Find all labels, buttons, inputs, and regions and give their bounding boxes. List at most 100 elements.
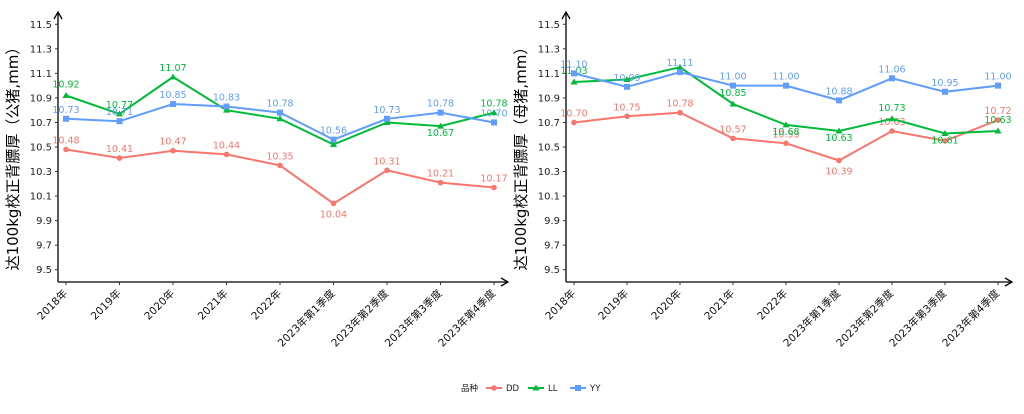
- y-tick-label: 9.9: [544, 216, 560, 227]
- data-label-YY: 11.00: [984, 72, 1011, 83]
- data-label-DD: 10.70: [560, 108, 587, 119]
- data-label-YY: 10.83: [213, 93, 240, 104]
- data-label-LL: 10.67: [427, 128, 454, 139]
- data-label-YY: 10.73: [373, 105, 400, 116]
- data-label-YY: 11.00: [719, 72, 746, 83]
- x-tick-label: 2023年第4季度: [436, 287, 499, 350]
- data-label-DD: 10.47: [159, 137, 186, 148]
- data-point-LL: [623, 76, 631, 82]
- data-point-YY: [783, 82, 789, 89]
- x-tick-label: 2021年: [702, 287, 738, 323]
- x-tick-label: 2019年: [596, 287, 632, 323]
- data-label-YY: 11.11: [666, 58, 693, 69]
- data-label-YY: 10.99: [613, 73, 640, 84]
- x-tick-label: 2019年: [88, 287, 124, 323]
- data-label-YY: 10.71: [106, 107, 133, 118]
- x-tick-label: 2018年: [543, 287, 579, 323]
- legend-title: 品种: [461, 383, 478, 394]
- data-label-LL: 10.73: [878, 103, 905, 114]
- data-point-DD: [491, 184, 497, 191]
- data-point-DD: [116, 155, 123, 161]
- data-point-LL: [994, 127, 1002, 134]
- data-point-LL: [223, 106, 230, 113]
- data-point-YY: [995, 82, 1001, 89]
- data-point-DD: [995, 117, 1001, 123]
- data-point-LL: [729, 100, 737, 107]
- y-tick-label: 11.5: [30, 20, 52, 31]
- data-point-DD: [223, 151, 230, 158]
- data-label-DD: 10.41: [106, 144, 133, 155]
- data-label-DD: 10.75: [613, 102, 640, 113]
- y-tick-label: 10.3: [538, 167, 560, 178]
- legend-marker-YY: [575, 385, 581, 391]
- legend-marker-LL: [532, 384, 540, 391]
- data-label-DD: 10.57: [719, 124, 746, 135]
- data-label-DD: 10.53: [772, 129, 799, 140]
- data-point-DD: [624, 113, 630, 120]
- data-label-DD: 10.17: [480, 174, 507, 185]
- y-tick-label: 9.7: [36, 241, 52, 252]
- y-tick-label: 11.3: [30, 44, 52, 55]
- y-tick-label: 9.7: [544, 241, 560, 252]
- x-tick-label: 2022年: [755, 287, 791, 323]
- data-point-YY: [730, 82, 736, 89]
- data-point-DD: [571, 119, 577, 126]
- data-label-YY: 10.95: [931, 78, 958, 89]
- data-point-DD: [677, 109, 683, 116]
- data-point-YY: [223, 103, 230, 110]
- x-tick-label: 2023年第4季度: [940, 287, 1003, 350]
- x-tick-label: 2020年: [649, 287, 685, 323]
- data-point-YY: [116, 118, 123, 125]
- data-label-LL: 10.78: [480, 99, 507, 110]
- chart-panel-1: 9.5 9.7 9.9 10.1 10.3 10.5 10.7 10.9 11.1 11.3 11.…: [4, 10, 510, 350]
- data-label-YY: 11.10: [560, 59, 587, 70]
- data-label-YY: 10.73: [52, 105, 79, 116]
- data-label-YY: 10.70: [480, 108, 507, 119]
- y-tick-label: 10.7: [30, 118, 52, 129]
- y-tick-label: 11.1: [538, 69, 560, 80]
- y-tick-label: 10.5: [538, 143, 560, 154]
- data-label-YY: 10.88: [825, 86, 852, 97]
- data-label-YY: 10.78: [266, 99, 293, 110]
- data-label-DD: 10.21: [427, 169, 454, 180]
- y-tick-label: 11.5: [538, 20, 560, 31]
- data-label-LL: 10.92: [52, 79, 79, 90]
- chart-panel-2: 9.59.79.910.110.310.510.710.911.111.311.…: [512, 10, 1014, 350]
- x-tick-label: 2023年第2季度: [329, 287, 392, 350]
- legend-label-DD: DD: [506, 384, 520, 394]
- data-point-YY: [836, 97, 842, 104]
- data-label-YY: 11.06: [878, 64, 905, 75]
- y-axis-title: 达100kg校正背膘厚（母猪,mm）: [512, 40, 530, 271]
- data-point-YY: [624, 83, 630, 90]
- data-point-DD: [170, 147, 176, 154]
- x-tick-label: 2022年: [249, 287, 285, 323]
- data-point-DD: [330, 200, 337, 207]
- x-tick-label: 2023年第3季度: [382, 287, 445, 350]
- data-point-DD: [277, 162, 283, 169]
- y-tick-label: 10.1: [30, 192, 52, 203]
- data-point-LL: [437, 122, 444, 129]
- x-tick-label: 2021年: [195, 287, 231, 323]
- data-label-YY: 10.85: [159, 90, 186, 101]
- y-tick-label: 9.5: [36, 265, 52, 276]
- data-label-LL: 10.61: [931, 136, 958, 147]
- data-point-LL: [62, 91, 70, 98]
- data-point-YY: [437, 109, 444, 116]
- data-label-YY: 11.00: [772, 72, 799, 83]
- legend: 品种 DD LL YY: [461, 383, 601, 394]
- y-tick-label: 10.5: [30, 143, 52, 154]
- data-point-LL: [276, 115, 284, 122]
- data-label-LL: 10.63: [825, 133, 852, 144]
- y-tick-label: 10.9: [538, 93, 560, 104]
- data-label-LL: 10.77: [106, 100, 133, 111]
- data-label-DD: 10.48: [52, 135, 79, 146]
- x-axis-arrow: [1004, 277, 1014, 287]
- legend-label-YY: YY: [589, 384, 601, 394]
- data-label-DD: 10.04: [320, 209, 347, 220]
- y-tick-label: 11.3: [538, 44, 560, 55]
- data-label-DD: 10.39: [825, 167, 852, 178]
- data-point-LL: [782, 121, 790, 128]
- data-point-YY: [677, 69, 683, 76]
- data-label-DD: 10.63: [878, 117, 905, 128]
- y-axis-arrow: [561, 10, 571, 20]
